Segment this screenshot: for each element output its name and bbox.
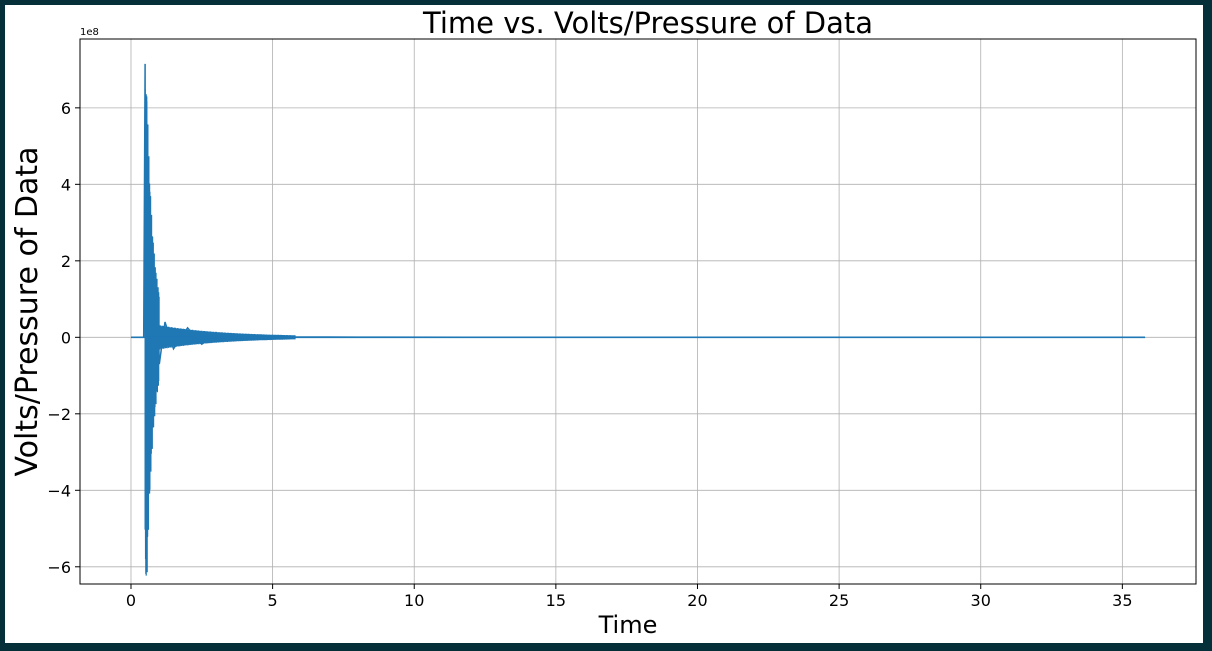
ticks: 0 5 10 15 20 25 30 35 −6 −4 −2 0 2 4 6 — [47, 99, 1132, 610]
chart-title: Time vs. Volts/Pressure of Data — [422, 6, 873, 40]
y-offset-label: 1e8 — [80, 27, 99, 38]
grid-lines — [80, 39, 1196, 584]
y-tick-label: 4 — [61, 175, 71, 194]
x-tick-label: 15 — [546, 591, 566, 610]
y-tick-label: 6 — [61, 99, 71, 118]
x-tick-label: 0 — [126, 591, 136, 610]
x-tick-label: 10 — [404, 591, 424, 610]
chart-frame: 0 5 10 15 20 25 30 35 −6 −4 −2 0 2 4 6 1e8 Time vs. Vo… — [5, 5, 1203, 643]
series-group — [130, 63, 1146, 576]
y-tick-label: 0 — [61, 328, 71, 347]
y-tick-label: −6 — [47, 558, 71, 577]
y-tick-label: −4 — [47, 481, 71, 500]
x-tick-label: 20 — [687, 591, 707, 610]
x-axis-title: Time — [598, 611, 658, 639]
series-band — [144, 88, 1146, 576]
axes-box — [79, 38, 1197, 585]
line-chart: 0 5 10 15 20 25 30 35 −6 −4 −2 0 2 4 6 1e8 Time vs. Vo… — [10, 6, 1197, 639]
series-line — [131, 63, 1146, 560]
x-tick-label: 5 — [268, 591, 278, 610]
x-tick-label: 25 — [829, 591, 849, 610]
y-tick-label: −2 — [47, 405, 71, 424]
y-axis-title: Volts/Pressure of Data — [10, 146, 45, 476]
y-tick-label: 2 — [61, 252, 71, 271]
x-tick-label: 35 — [1112, 591, 1132, 610]
x-tick-label: 30 — [971, 591, 991, 610]
